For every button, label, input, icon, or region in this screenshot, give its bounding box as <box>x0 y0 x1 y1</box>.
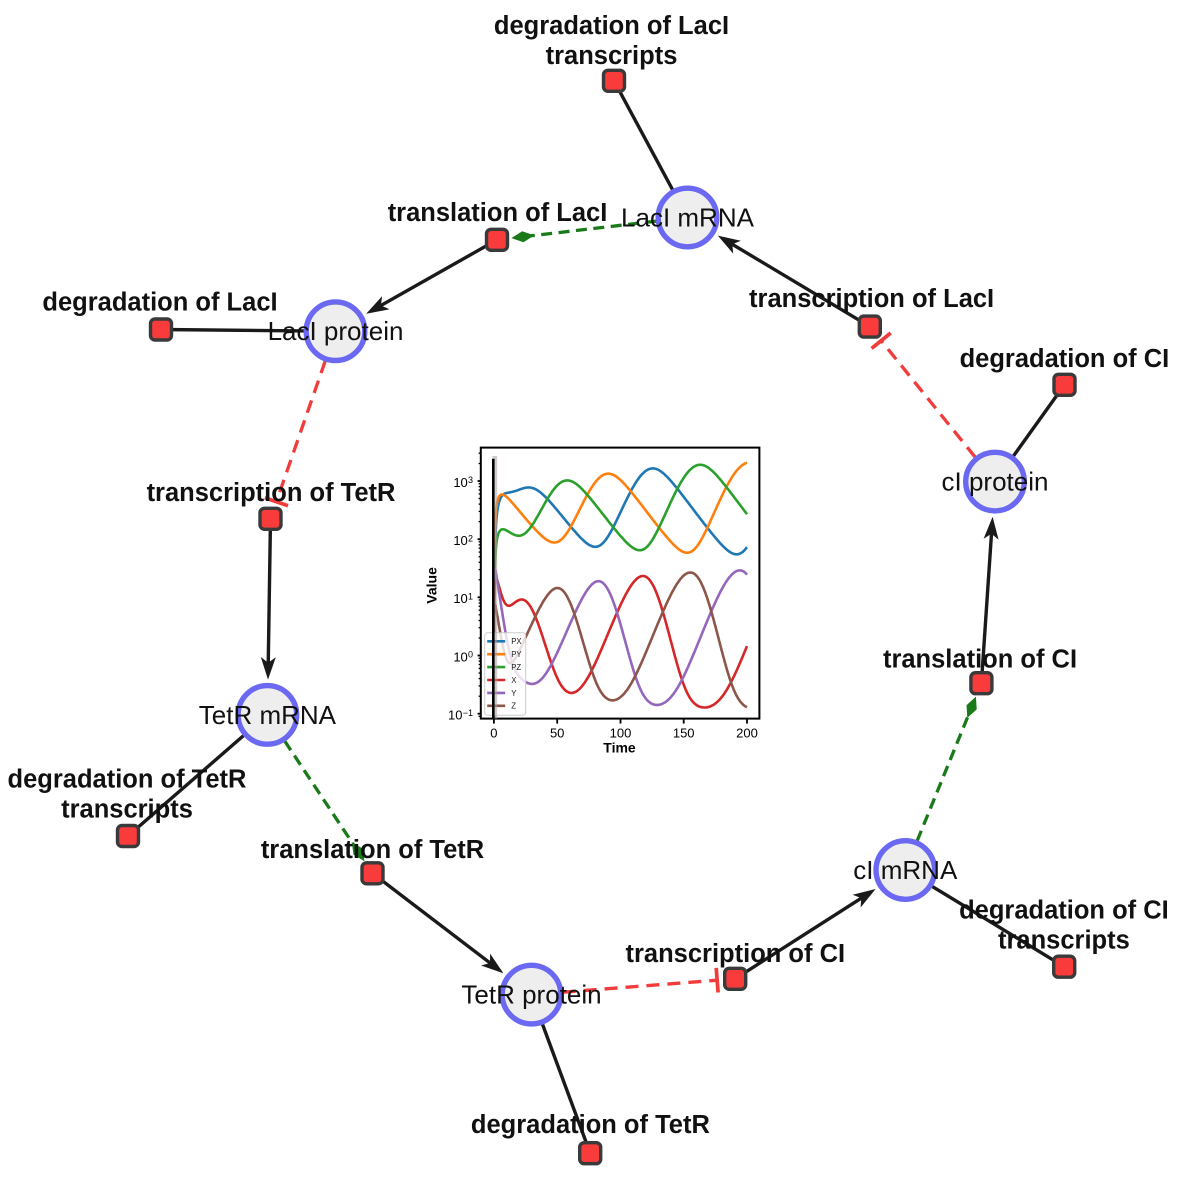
svg-text:10: 10 <box>453 591 467 606</box>
svg-text:transcription of LacI: transcription of LacI <box>749 285 994 313</box>
svg-text:TetR mRNA: TetR mRNA <box>199 700 337 730</box>
svg-text:LacI protein: LacI protein <box>268 316 404 346</box>
svg-text:transcripts: transcripts <box>61 796 193 824</box>
svg-text:Y: Y <box>511 689 517 698</box>
svg-text:10: 10 <box>448 708 462 723</box>
svg-text:transcription of TetR: transcription of TetR <box>147 479 396 507</box>
svg-text:PZ: PZ <box>511 663 521 672</box>
svg-text:10: 10 <box>453 475 467 490</box>
svg-text:0: 0 <box>490 725 497 740</box>
svg-text:0: 0 <box>468 650 473 660</box>
svg-text:1: 1 <box>468 592 473 602</box>
svg-text:150: 150 <box>673 725 695 740</box>
svg-text:2: 2 <box>468 533 473 543</box>
svg-text:PX: PX <box>511 637 522 646</box>
svg-text:transcription of CI: transcription of CI <box>626 940 846 968</box>
svg-text:3: 3 <box>468 475 473 485</box>
svg-text:translation of LacI: translation of LacI <box>388 199 608 227</box>
svg-text:100: 100 <box>610 725 632 740</box>
svg-text:TetR protein: TetR protein <box>461 980 601 1010</box>
svg-text:50: 50 <box>550 725 564 740</box>
svg-text:degradation of LacI: degradation of LacI <box>494 12 729 40</box>
svg-text:degradation of LacI: degradation of LacI <box>42 289 277 317</box>
svg-text:LacI mRNA: LacI mRNA <box>621 203 755 233</box>
svg-text:degradation of CI: degradation of CI <box>959 897 1169 925</box>
svg-text:10: 10 <box>453 533 467 548</box>
svg-text:degradation of TetR: degradation of TetR <box>8 766 247 794</box>
svg-text:10: 10 <box>453 649 467 664</box>
svg-text:cI protein: cI protein <box>942 467 1049 497</box>
svg-text:degradation of TetR: degradation of TetR <box>471 1111 710 1139</box>
svg-text:cI mRNA: cI mRNA <box>853 855 958 885</box>
svg-text:transcripts: transcripts <box>546 42 678 70</box>
svg-text:Value: Value <box>424 567 440 604</box>
svg-text:degradation of CI: degradation of CI <box>960 345 1170 373</box>
svg-text:transcripts: transcripts <box>998 927 1130 955</box>
svg-text:200: 200 <box>736 725 758 740</box>
svg-text:Z: Z <box>511 702 516 711</box>
svg-text:−1: −1 <box>463 708 473 718</box>
svg-text:PY: PY <box>511 650 522 659</box>
svg-text:translation of CI: translation of CI <box>883 646 1077 674</box>
svg-text:X: X <box>511 676 517 685</box>
svg-text:Time: Time <box>603 740 636 756</box>
svg-text:translation of TetR: translation of TetR <box>261 836 484 864</box>
